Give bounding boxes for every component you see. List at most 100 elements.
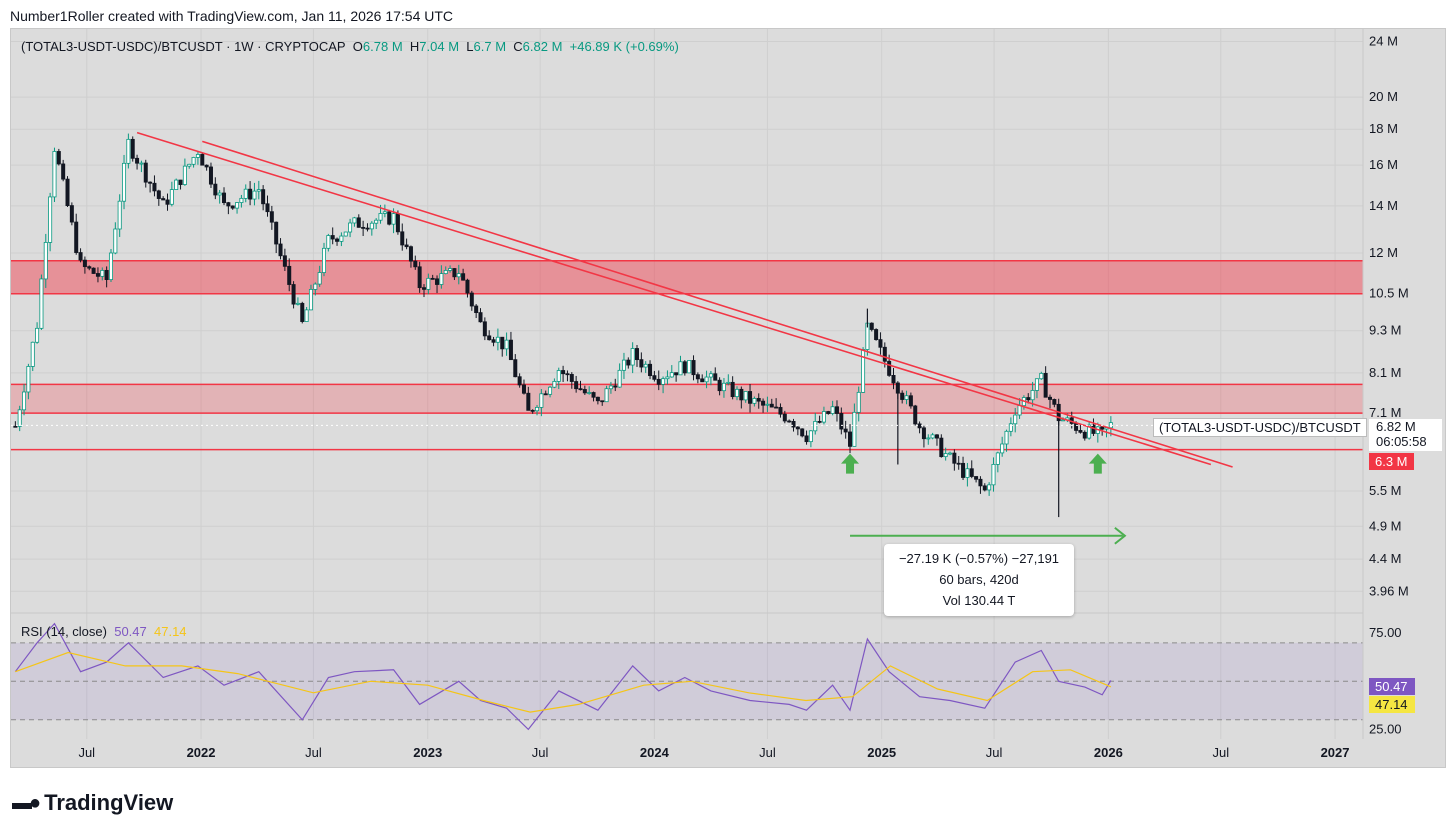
candle-body — [117, 200, 122, 230]
rsi-line — [14, 622, 1112, 731]
x-tick-label: Jul — [986, 745, 1003, 760]
candle-body — [900, 392, 905, 400]
price-chart[interactable]: Jul 2022 Jul 2023 Jul 2024 Jul 2025 Jul 2026 Jul 20… — [11, 29, 1447, 769]
candle-body — [161, 198, 166, 201]
candle-body — [995, 452, 1000, 465]
candle-body — [656, 378, 661, 385]
candle-body — [26, 366, 31, 393]
candle-body — [239, 197, 244, 203]
candle-body — [443, 270, 448, 274]
candle-body — [213, 183, 218, 196]
candle-body — [1008, 423, 1013, 432]
bar-countdown: 06:05:58 — [1376, 434, 1427, 449]
candle-body — [382, 211, 387, 214]
x-tick-label: 2023 — [413, 745, 442, 760]
chart-frame[interactable]: Jul 2022 Jul 2023 Jul 2024 Jul 2025 Jul 2026 Jul 20… — [10, 28, 1446, 768]
candle-body — [621, 359, 626, 371]
candle-body — [374, 219, 379, 224]
resistance-zone — [11, 260, 1363, 294]
close-value: 6.82 M — [522, 39, 563, 54]
candle-body — [1087, 424, 1092, 439]
candle-body — [395, 213, 400, 233]
candle-body — [408, 246, 413, 262]
x-tick-label: 2026 — [1094, 745, 1123, 760]
candle-body — [617, 369, 622, 388]
candle-body — [191, 157, 196, 165]
candle-body — [843, 428, 848, 433]
candle-body — [952, 452, 957, 464]
candle-body — [982, 485, 987, 491]
candle-body — [178, 179, 183, 185]
candle-body — [591, 392, 596, 398]
y-tick-label: 20 M — [1369, 89, 1398, 104]
candle-body — [17, 409, 22, 427]
candle-body — [487, 335, 492, 341]
candle-body — [756, 398, 761, 402]
measure-change: −27.19 K (−0.57%) −27,191 — [898, 551, 1060, 566]
tradingview-logo-icon: ▬● — [12, 791, 41, 814]
candle-body — [1017, 405, 1022, 416]
change-value: +46.89 K (+0.69%) — [569, 39, 679, 54]
candle-body — [356, 217, 361, 228]
y-tick-label: 8.1 M — [1369, 365, 1402, 380]
low-label: L — [466, 39, 474, 54]
candle-body — [182, 165, 187, 185]
x-tick-label: 2025 — [867, 745, 896, 760]
y-tick-label: 4.9 M — [1369, 518, 1402, 533]
candle-body — [126, 138, 131, 164]
candle-body — [222, 192, 227, 204]
candle-body — [61, 163, 66, 180]
candle-body — [452, 268, 457, 278]
measure-volume: Vol 130.44 T — [942, 593, 1016, 608]
candle-body — [774, 406, 779, 409]
candle-body — [256, 189, 261, 192]
candle-body — [834, 406, 839, 414]
candle-body — [965, 468, 970, 478]
candle-body — [674, 372, 679, 376]
candle-body — [430, 277, 435, 280]
last-price-tag: 6.82 M 06:05:58 — [1369, 419, 1442, 451]
candle-body — [874, 329, 879, 341]
candle-body — [595, 396, 600, 402]
candle-body — [322, 247, 327, 273]
candle-body — [52, 151, 57, 198]
candle-body — [721, 382, 726, 392]
candle-body — [548, 386, 553, 395]
candle-body — [569, 374, 574, 382]
candle-body — [869, 322, 874, 330]
candle-body — [582, 389, 587, 394]
x-tick-label: Jul — [78, 745, 95, 760]
candle-body — [978, 478, 983, 487]
candle-body — [122, 162, 127, 202]
candle-body — [1004, 430, 1009, 445]
rsi-ma-line — [15, 651, 1112, 713]
candle-body — [578, 388, 583, 391]
x-tick-label: 2024 — [640, 745, 670, 760]
tradingview-logo[interactable]: ▬● TradingView — [12, 790, 173, 816]
candle-body — [826, 411, 831, 414]
candle-body — [1082, 431, 1087, 439]
symbol-name: (TOTAL3-USDT-USDC)/BTCUSDT · 1W · CRYPTO… — [21, 39, 346, 54]
high-value: 7.04 M — [419, 39, 460, 54]
candle-body — [104, 269, 109, 280]
rsi-value: 50.47 — [114, 624, 147, 639]
candle-body — [39, 278, 44, 329]
candle-body — [930, 434, 935, 439]
candle-body — [30, 341, 35, 367]
candle-body — [1030, 390, 1035, 401]
candle-body — [291, 284, 296, 305]
candle-body — [317, 272, 322, 285]
candle-body — [604, 388, 609, 403]
candle-body — [800, 428, 805, 437]
candle-body — [508, 339, 513, 361]
candle-body — [365, 227, 370, 230]
candle-body — [830, 406, 835, 414]
high-label: H — [409, 39, 420, 54]
candle-body — [635, 348, 640, 361]
candle-body — [974, 476, 979, 480]
candle-body — [652, 375, 657, 380]
candle-body — [1052, 399, 1057, 405]
candle-body — [13, 425, 18, 428]
candle-body — [230, 205, 235, 209]
rsi-ma-tag: 47.14 — [1369, 696, 1415, 713]
